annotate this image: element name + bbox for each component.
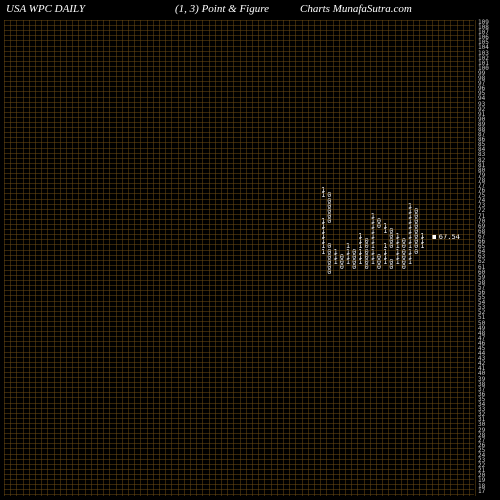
ticker-title: USA WPC DAILY bbox=[6, 3, 85, 15]
y-tick: 17 bbox=[478, 489, 500, 494]
chart-header: USA WPC DAILY (1, 3) Point & Figure Char… bbox=[0, 3, 500, 21]
source-label: Charts MunafaSutra.com bbox=[300, 3, 412, 15]
chart-grid: 1111111110000000000001110001111000011111… bbox=[4, 20, 474, 496]
y-axis: 1091081071061051041031021011009998979695… bbox=[478, 20, 500, 496]
chart-type-label: (1, 3) Point & Figure bbox=[175, 3, 269, 15]
